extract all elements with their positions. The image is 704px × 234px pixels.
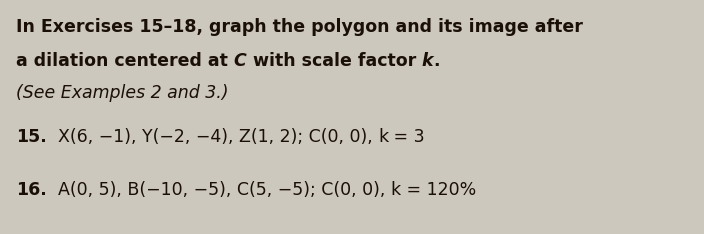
- Text: (See Examples 2 and 3.): (See Examples 2 and 3.): [16, 84, 229, 102]
- Text: a dilation centered at: a dilation centered at: [16, 52, 234, 70]
- Text: 16.: 16.: [16, 181, 46, 199]
- Text: X(6, −1), Y(−2, −4), Z(1, 2); C(0, 0),: X(6, −1), Y(−2, −4), Z(1, 2); C(0, 0),: [46, 128, 378, 146]
- Text: k: k: [422, 52, 434, 70]
- Text: k: k: [391, 181, 401, 199]
- Text: = 120%: = 120%: [401, 181, 476, 199]
- Text: with scale factor: with scale factor: [246, 52, 422, 70]
- Text: k: k: [378, 128, 388, 146]
- Text: 15.: 15.: [16, 128, 46, 146]
- Text: In Exercises 15–18, graph the polygon and its image after: In Exercises 15–18, graph the polygon an…: [16, 18, 583, 36]
- Text: = 3: = 3: [388, 128, 425, 146]
- Text: .: .: [434, 52, 440, 70]
- Text: A(0, 5), B(−10, −5), C(5, −5); C(0, 0),: A(0, 5), B(−10, −5), C(5, −5); C(0, 0),: [46, 181, 391, 199]
- Text: C: C: [234, 52, 246, 70]
